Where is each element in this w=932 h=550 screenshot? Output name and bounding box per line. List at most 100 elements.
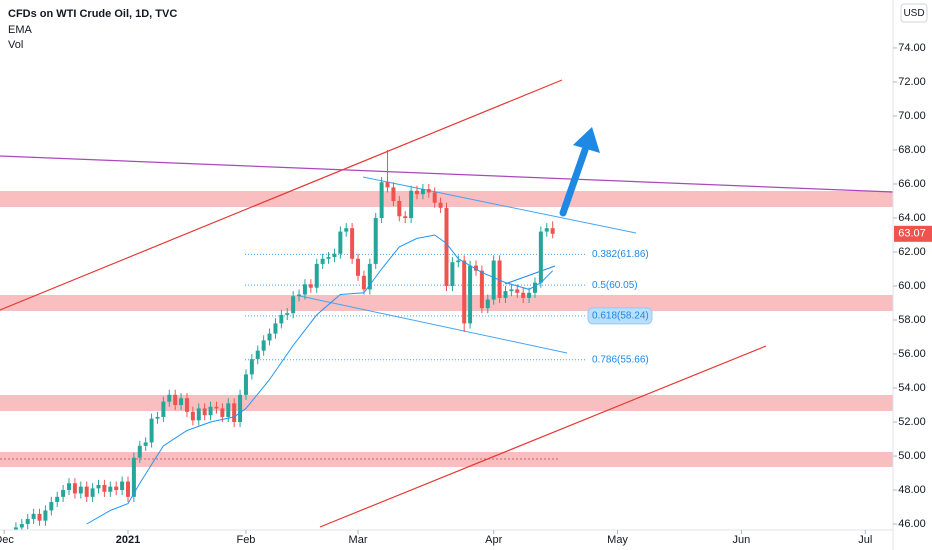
candle-body	[420, 189, 425, 195]
candle-body	[196, 408, 201, 421]
candle-body	[90, 488, 95, 497]
candle-body	[25, 518, 30, 525]
currency-box[interactable]	[900, 3, 928, 23]
candle-body	[409, 190, 414, 218]
candle-body	[297, 294, 302, 297]
candle-body	[538, 231, 543, 283]
y-tick-label: 60.00	[898, 280, 926, 292]
x-tick-label: Jul	[858, 534, 872, 546]
x-tick-label: Mar	[349, 534, 368, 546]
candle-body	[320, 258, 325, 264]
candle-body	[232, 403, 237, 423]
fib-label: 0.618(58.24)	[592, 311, 649, 322]
candle-body	[43, 510, 48, 521]
last-price-label: 63.07	[898, 228, 926, 240]
candle-body	[515, 289, 520, 293]
y-tick-label: 54.00	[898, 382, 926, 394]
candle-body	[155, 416, 160, 419]
candle-body	[285, 313, 290, 315]
candle-body	[509, 289, 514, 292]
candle-body	[78, 486, 83, 494]
candle-body	[84, 486, 89, 497]
last-price-tag	[894, 225, 932, 242]
candle-body	[214, 406, 219, 409]
candle-body	[450, 262, 455, 286]
candle-body	[291, 296, 296, 314]
candle-body	[391, 187, 396, 201]
y-tick-label: 50.00	[898, 450, 926, 462]
candle-body	[167, 394, 172, 402]
resistance-zone	[0, 191, 893, 207]
y-tick-label: 52.00	[898, 416, 926, 428]
candle-body	[373, 217, 378, 264]
arrow-head	[573, 127, 600, 153]
y-tick-label: 68.00	[898, 144, 926, 156]
candle-body	[149, 418, 154, 443]
candle-body	[550, 228, 555, 234]
candle-body	[379, 182, 384, 218]
ema-line	[86, 234, 554, 525]
candle-body	[485, 299, 490, 309]
candle-body	[532, 282, 537, 293]
candle-body	[102, 484, 107, 492]
candle-body	[96, 484, 101, 489]
candle-body	[19, 524, 24, 528]
y-tick-label: 72.00	[898, 76, 926, 88]
candle-body	[31, 513, 36, 519]
y-tick-label: 48.00	[898, 484, 926, 496]
arrow	[559, 127, 600, 217]
indicator-label: Vol	[8, 39, 23, 51]
candle-body	[361, 275, 366, 290]
y-tick-label: 46.00	[898, 518, 926, 530]
fib-label: 0.786(55.66)	[592, 354, 649, 365]
candle-body	[131, 457, 136, 497]
y-tick-label: 74.00	[898, 42, 926, 54]
candle-body	[326, 257, 331, 259]
candle-body	[120, 481, 125, 491]
candle-body	[473, 265, 478, 271]
candle-body	[338, 231, 343, 254]
y-tick-label: 58.00	[898, 314, 926, 326]
candle-body	[72, 483, 77, 494]
currency-label[interactable]: USD	[903, 8, 924, 19]
candle-body	[438, 202, 443, 208]
candle-body	[13, 527, 18, 530]
candle-body	[468, 265, 473, 324]
candle-body	[243, 374, 248, 395]
fib-label-highlight	[587, 307, 653, 325]
candle-body	[238, 394, 243, 423]
candle-body	[161, 401, 166, 417]
support-zone	[0, 295, 893, 311]
candle-body	[356, 258, 361, 276]
candle-body	[137, 445, 142, 458]
candle-body	[108, 486, 113, 492]
candle-body	[456, 260, 461, 263]
candle-body	[49, 501, 54, 511]
candle-body	[332, 253, 337, 258]
fib-label: 0.5(60.05)	[592, 280, 638, 291]
series-layer: 0.382(61.86) 0.5(60.05) 0.618(58.24) 0.786(…	[13, 149, 653, 530]
wedge-upper	[362, 176, 637, 234]
trend-line	[0, 155, 893, 193]
y-tick-label: 70.00	[898, 110, 926, 122]
drawings: 0.382(61.86) 0.5(60.05) 0.618(58.24) 0.786(…	[0, 79, 893, 530]
axes: 46.00 48.00 50.00 52.00 54.00 56.00 58.00 60.00…	[0, 42, 932, 546]
x-tick-label: 2021	[116, 534, 140, 546]
candle-body	[491, 260, 496, 300]
candle-body	[344, 228, 349, 232]
candle-body	[173, 394, 178, 406]
candle-body	[415, 190, 420, 195]
y-tick-label: 64.00	[898, 212, 926, 224]
support-zone	[0, 452, 893, 467]
chart-title: CFDs on WTI Crude Oil, 1D, TVC	[8, 8, 177, 20]
candle-body	[426, 189, 431, 193]
candle-body	[249, 359, 254, 375]
candle-body	[208, 406, 213, 416]
candle-body	[125, 481, 130, 497]
candle-body	[462, 260, 467, 324]
arrow-shaft	[559, 146, 589, 217]
candle-body	[226, 403, 231, 417]
x-tick-label: Apr	[485, 534, 502, 546]
